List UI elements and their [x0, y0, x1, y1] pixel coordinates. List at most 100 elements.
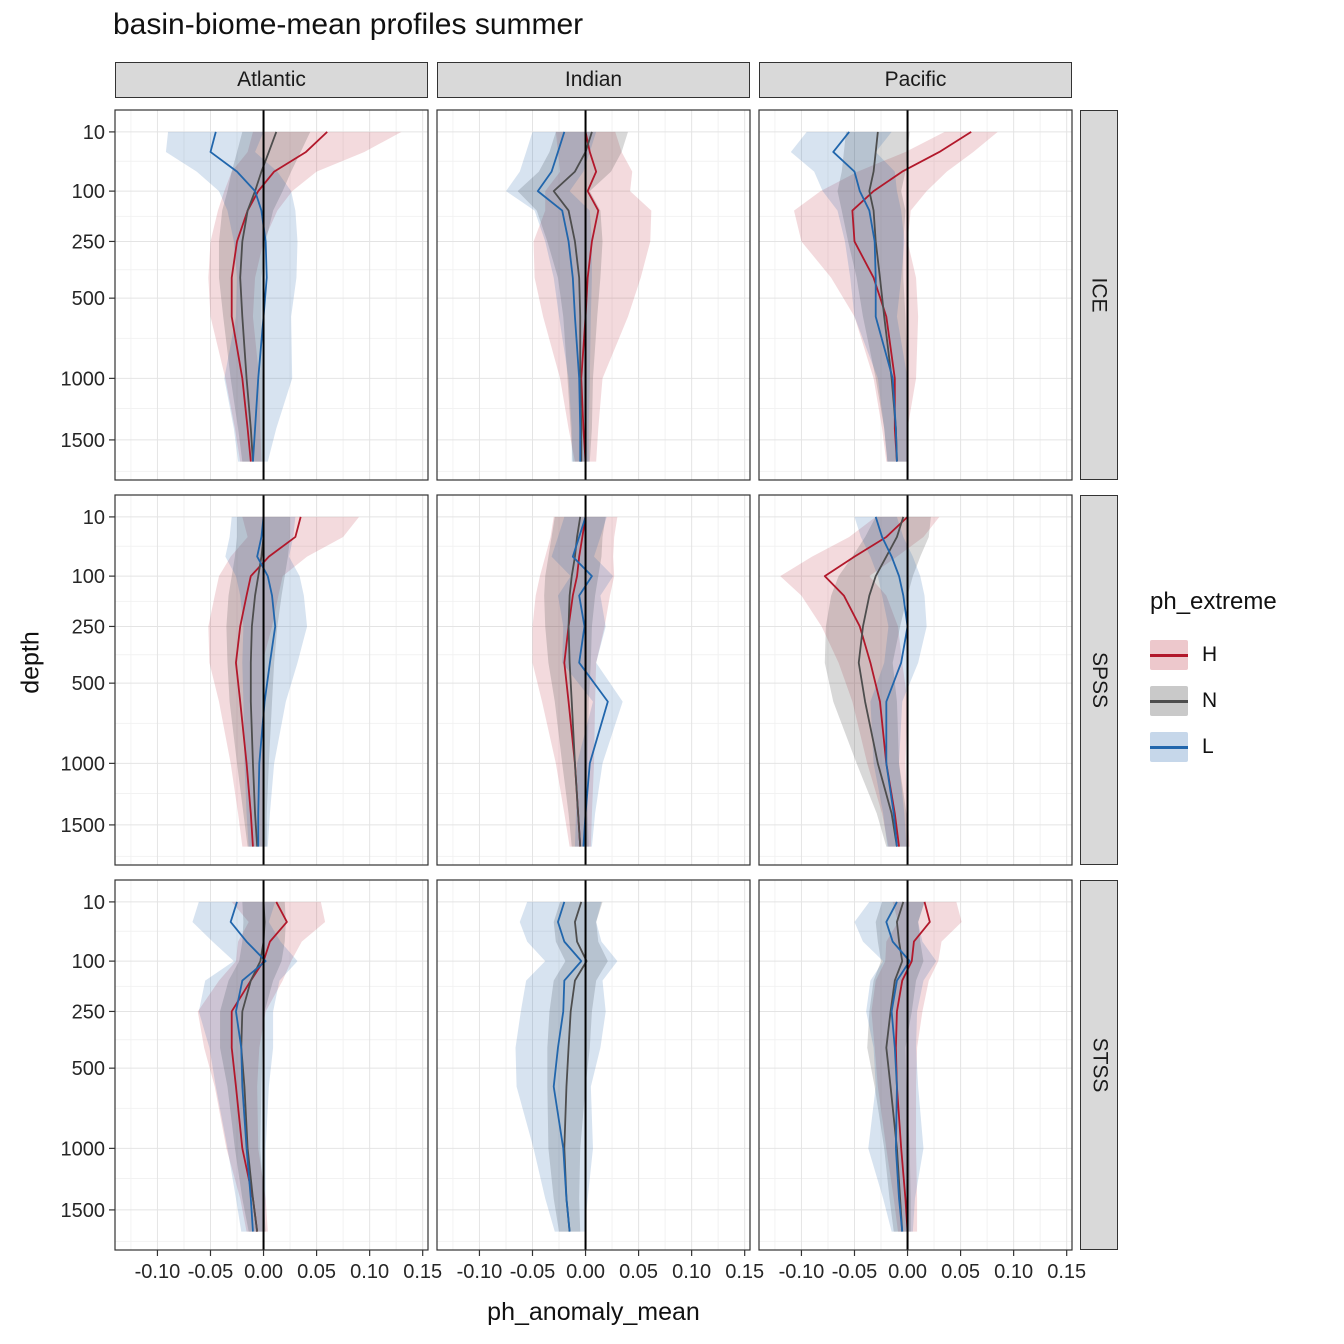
facet-panel-atlantic-ice [114, 109, 429, 481]
facet-strip-col-indian: Indian [437, 62, 750, 98]
profile-line-H [894, 901, 931, 1232]
y-tick-label: 1500 [61, 1200, 106, 1222]
facet-panel-atlantic-spss [114, 494, 429, 866]
ribbon-L [165, 131, 298, 462]
legend: ph_extreme H N L [1150, 588, 1277, 770]
ribbon-H [197, 901, 326, 1232]
facet-panel-pacific-spss [758, 494, 1073, 866]
x-tick-label: 0.00 [244, 1261, 283, 1283]
y-tick-label: 100 [72, 951, 105, 973]
x-tick-label: 0.00 [566, 1261, 605, 1283]
ribbon-H [532, 516, 618, 847]
ribbon-L [192, 901, 298, 1232]
profile-line-H [230, 901, 288, 1232]
profile-line-N [857, 516, 905, 847]
legend-key-l-line [1150, 745, 1188, 749]
y-tick-label: 1000 [61, 753, 106, 775]
y-tick-label: 10 [83, 892, 105, 914]
ribbon-N [226, 516, 291, 847]
facet-strip-row-stss: STSS [1080, 880, 1118, 1250]
y-tick-label: 10 [83, 122, 105, 144]
profile-line-N [249, 516, 265, 847]
x-tick-label: -0.10 [135, 1261, 181, 1283]
facet-strip-row-ice: ICE [1080, 110, 1118, 480]
ribbon-N [220, 901, 286, 1232]
x-tick-label: 0.00 [888, 1261, 927, 1283]
profile-line-L [832, 131, 898, 462]
legend-label-h: H [1202, 643, 1218, 666]
y-tick-label: 1500 [61, 815, 106, 837]
profile-line-L [885, 901, 911, 1232]
profile-line-H [580, 131, 600, 462]
facet-panel-indian-spss [436, 494, 751, 866]
ribbon-N [517, 131, 628, 462]
legend-label-n: N [1202, 689, 1218, 712]
profile-line-L [209, 131, 268, 462]
x-axis-title: ph_anomaly_mean [487, 1298, 700, 1326]
facet-panel-atlantic-stss [114, 879, 429, 1251]
x-tick-label: -0.10 [457, 1261, 503, 1283]
legend-key-n-swatch [1150, 686, 1188, 716]
x-tick-label: -0.05 [832, 1261, 878, 1283]
legend-label-l: L [1202, 735, 1214, 758]
legend-title: ph_extreme [1150, 588, 1277, 615]
legend-key-h-line [1150, 653, 1188, 657]
chart-title: basin-biome-mean profiles summer [113, 8, 584, 41]
profile-line-H [851, 131, 972, 462]
ribbon-H [208, 131, 402, 462]
ribbon-L [854, 516, 927, 847]
legend-item-h: H [1150, 632, 1277, 678]
ribbon-L [515, 901, 618, 1232]
profile-line-L [552, 901, 583, 1232]
y-tick-label: 500 [72, 288, 105, 310]
profile-line-H [230, 131, 328, 462]
facet-strip-row-spss: SPSS [1080, 495, 1118, 865]
x-tick-label: -0.05 [188, 1261, 234, 1283]
facet-strip-col-pacific: Pacific [759, 62, 1072, 98]
legend-key-h-swatch [1150, 640, 1188, 670]
profile-line-L [571, 516, 609, 847]
ribbon-H [780, 516, 940, 847]
facet-panel-pacific-ice [758, 109, 1073, 481]
y-tick-label: 250 [72, 231, 105, 253]
ribbon-L [790, 131, 908, 462]
profile-line-L [536, 131, 582, 462]
facet-strip-col-atlantic: Atlantic [115, 62, 428, 98]
x-tick-label: 0.15 [1047, 1261, 1086, 1283]
y-tick-label: 250 [72, 616, 105, 638]
y-tick-label: 100 [72, 181, 105, 203]
legend-item-l: L [1150, 724, 1277, 770]
x-tick-label: 0.10 [994, 1261, 1033, 1283]
y-tick-label: 1000 [61, 1138, 106, 1160]
ribbon-N [544, 516, 606, 847]
legend-key-l-swatch [1150, 732, 1188, 762]
x-tick-label: 0.15 [725, 1261, 764, 1283]
facet-panel-pacific-stss [758, 879, 1073, 1251]
ribbon-H [794, 131, 998, 462]
x-tick-label: 0.05 [297, 1261, 336, 1283]
x-tick-label: 0.05 [619, 1261, 658, 1283]
x-tick-label: 0.10 [350, 1261, 389, 1283]
x-tick-label: -0.05 [510, 1261, 556, 1283]
y-tick-label: 500 [72, 673, 105, 695]
y-tick-label: 10 [83, 507, 105, 529]
x-tick-label: 0.05 [941, 1261, 980, 1283]
profile-line-N [885, 901, 905, 1232]
y-tick-label: 250 [72, 1001, 105, 1023]
facet-panel-indian-ice [436, 109, 751, 481]
legend-item-n: N [1150, 678, 1277, 724]
x-tick-label: 0.10 [672, 1261, 711, 1283]
facet-panel-indian-stss [436, 879, 751, 1251]
profile-line-L [256, 516, 277, 847]
profile-line-H [235, 516, 302, 847]
legend-key-n-line [1150, 699, 1188, 703]
x-tick-label: 0.15 [403, 1261, 442, 1283]
x-tick-label: -0.10 [779, 1261, 825, 1283]
y-tick-label: 1000 [61, 368, 106, 390]
ribbon-L [505, 131, 597, 462]
y-tick-label: 500 [72, 1058, 105, 1080]
y-tick-label: 100 [72, 566, 105, 588]
profile-line-L [229, 901, 267, 1232]
